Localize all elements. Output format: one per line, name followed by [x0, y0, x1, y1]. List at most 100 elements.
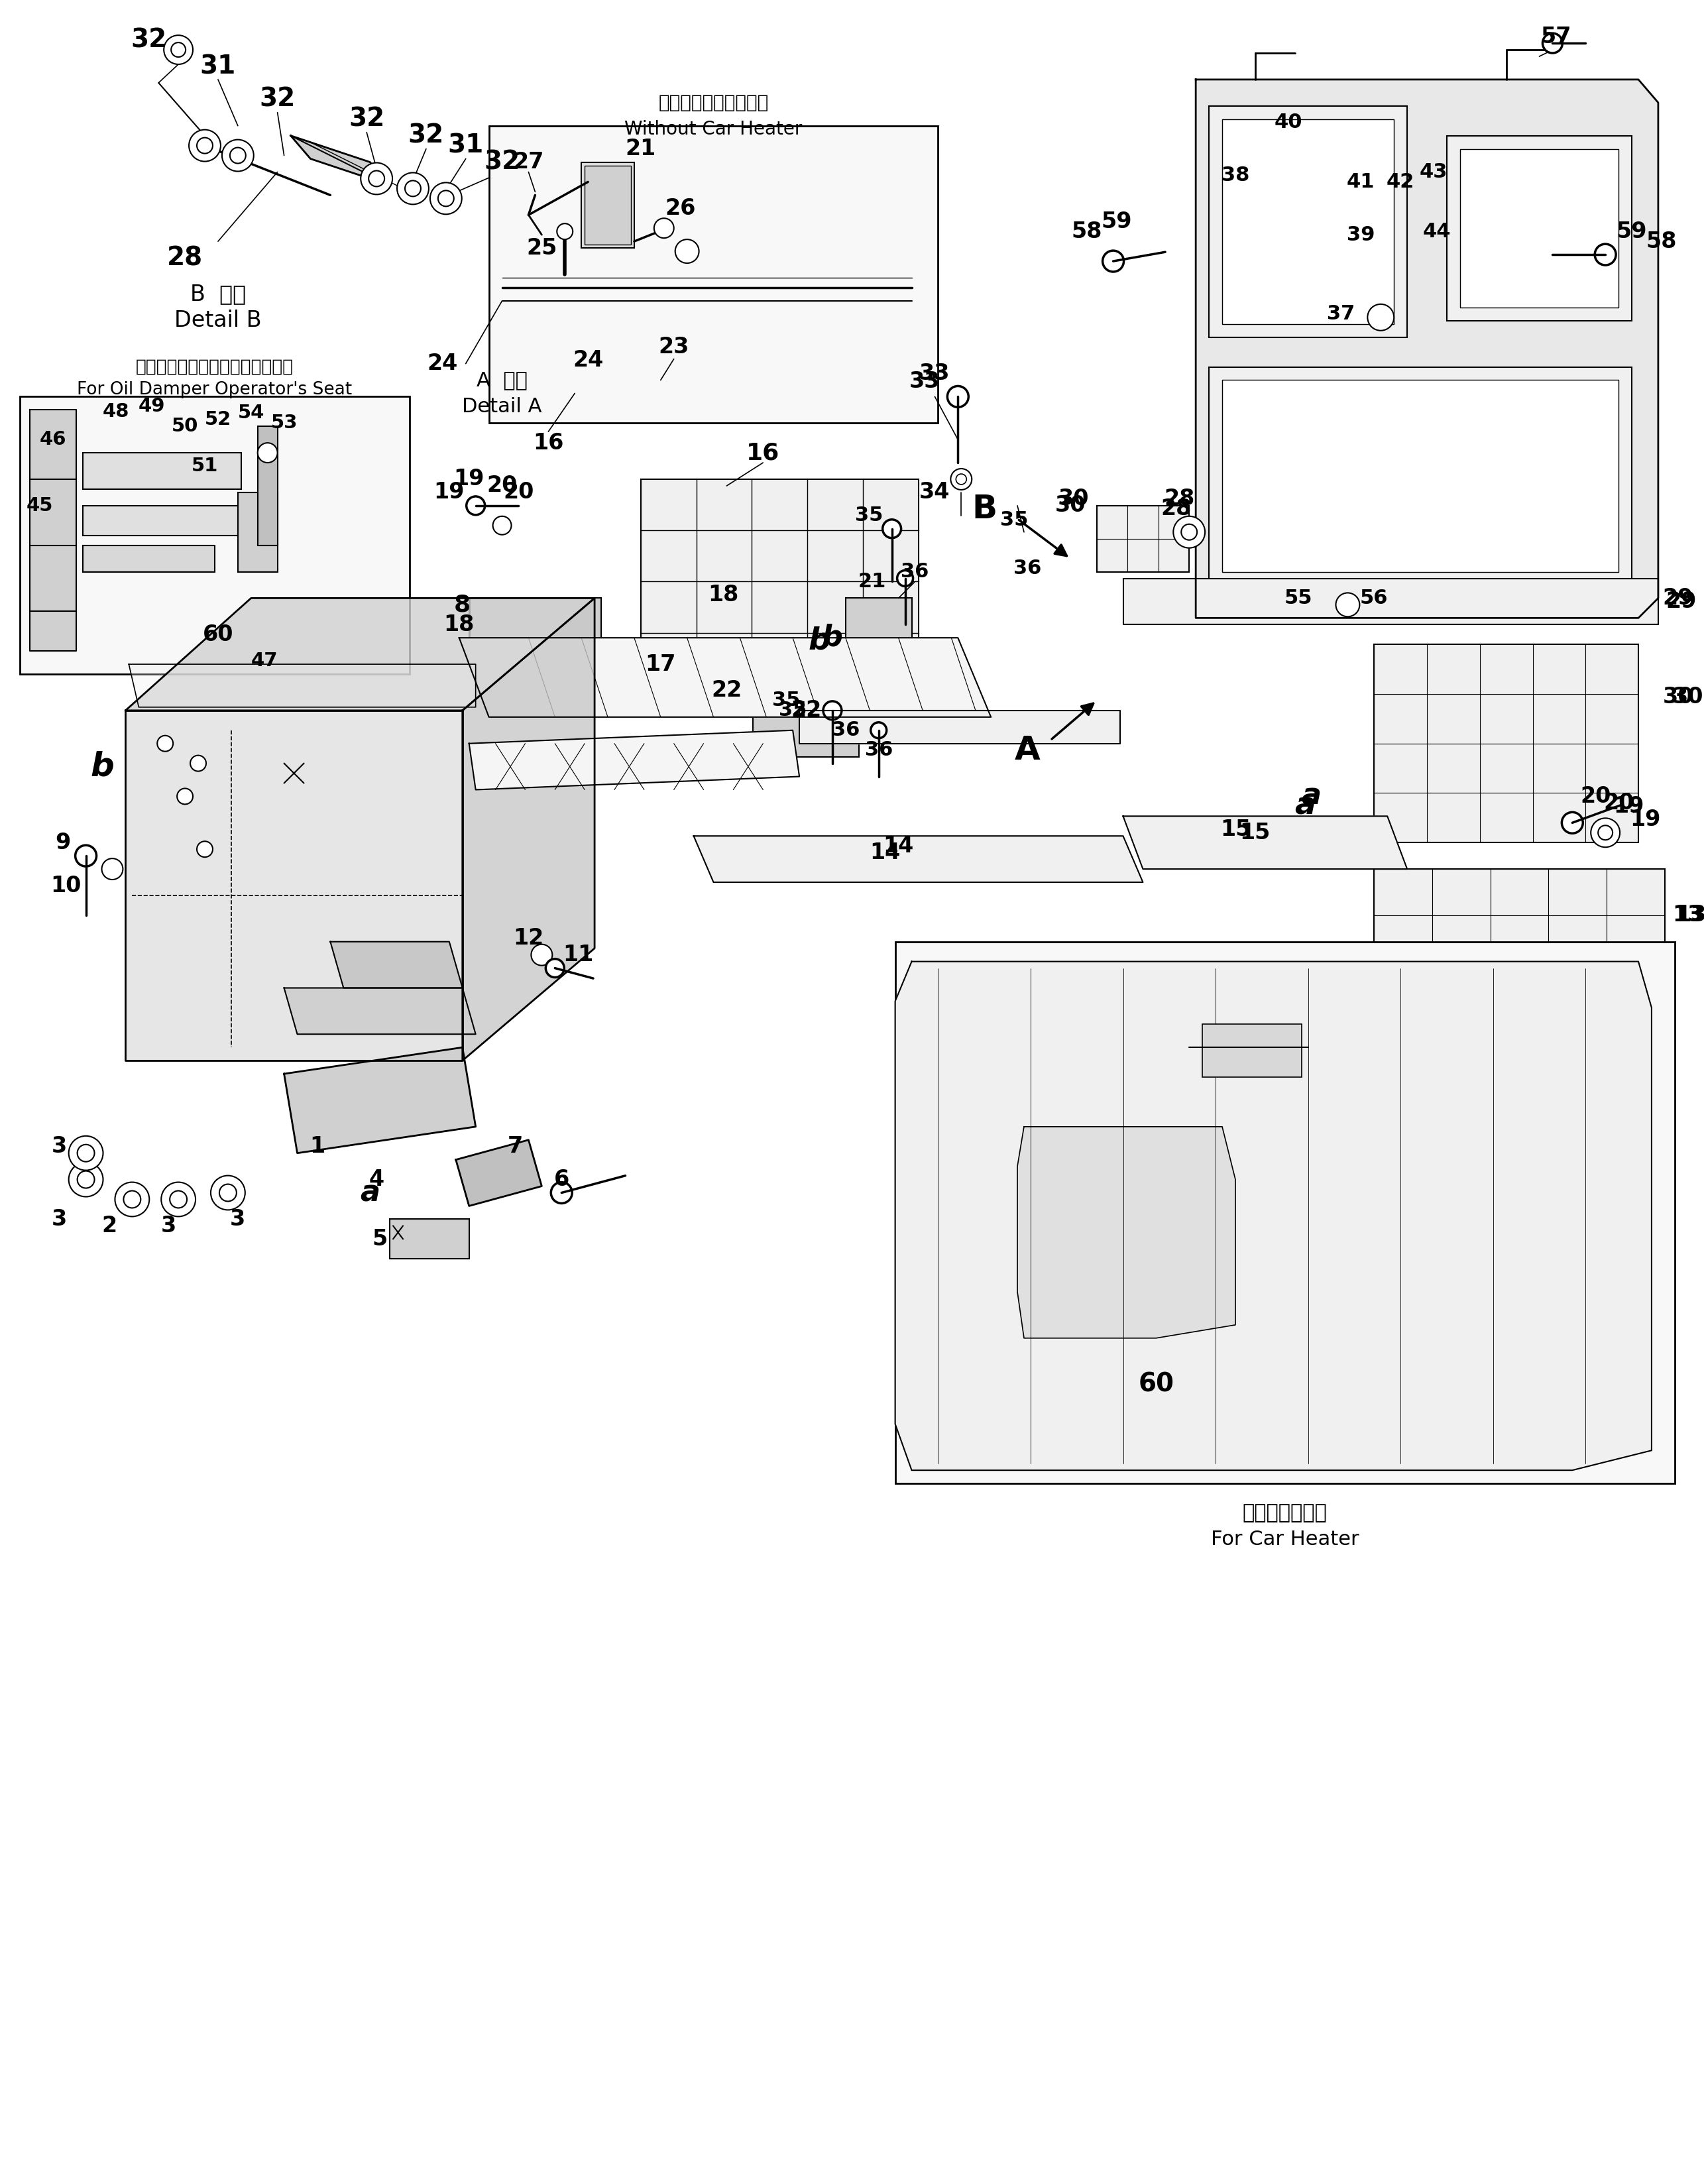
- Circle shape: [77, 1171, 94, 1188]
- Circle shape: [157, 736, 174, 751]
- Text: 22: 22: [711, 679, 741, 701]
- Text: 32: 32: [259, 87, 295, 111]
- Text: 47: 47: [250, 651, 278, 670]
- Polygon shape: [895, 961, 1651, 1470]
- Polygon shape: [29, 411, 77, 651]
- Text: 58: 58: [1072, 221, 1102, 242]
- Circle shape: [545, 959, 564, 978]
- Text: 35: 35: [855, 507, 883, 524]
- Circle shape: [883, 520, 901, 537]
- Bar: [1373, 869, 1665, 1055]
- Circle shape: [230, 149, 245, 164]
- Polygon shape: [458, 638, 992, 716]
- Bar: [753, 703, 859, 756]
- Text: 9: 9: [55, 832, 70, 854]
- Text: Detail B: Detail B: [174, 310, 262, 332]
- Text: 57: 57: [1540, 26, 1571, 48]
- Text: 20: 20: [1603, 793, 1634, 815]
- Text: a: a: [360, 1179, 380, 1208]
- Bar: [469, 598, 602, 657]
- Text: カーヒーター用: カーヒーター用: [1242, 1503, 1327, 1522]
- Text: 45: 45: [26, 496, 53, 515]
- Text: 59: 59: [1101, 210, 1131, 232]
- Text: 34: 34: [920, 480, 951, 502]
- Text: 43: 43: [1419, 162, 1448, 181]
- Text: 15: 15: [1241, 821, 1271, 843]
- Text: 18: 18: [443, 614, 474, 636]
- Text: Detail A: Detail A: [462, 397, 542, 417]
- Text: 3: 3: [160, 1214, 176, 1236]
- Text: Without Car Heater: Without Car Heater: [625, 120, 803, 138]
- Text: 7: 7: [508, 1136, 523, 1158]
- Polygon shape: [1196, 79, 1658, 618]
- Text: 35: 35: [772, 690, 801, 710]
- Circle shape: [177, 788, 193, 804]
- Text: 35: 35: [779, 701, 806, 721]
- Text: 16: 16: [746, 441, 780, 463]
- Text: B: B: [971, 494, 997, 524]
- Polygon shape: [130, 664, 475, 708]
- Text: 16: 16: [533, 432, 564, 454]
- Circle shape: [189, 129, 220, 162]
- Text: 54: 54: [237, 404, 264, 422]
- Bar: [845, 598, 912, 651]
- Circle shape: [220, 1184, 237, 1201]
- Text: 20: 20: [487, 474, 518, 496]
- Bar: [1203, 1024, 1302, 1077]
- Text: 24: 24: [573, 349, 603, 371]
- Bar: [1222, 380, 1619, 572]
- Circle shape: [77, 1144, 94, 1162]
- Circle shape: [429, 183, 462, 214]
- Text: 50: 50: [172, 417, 198, 435]
- Polygon shape: [126, 710, 462, 1061]
- Text: 36: 36: [832, 721, 859, 740]
- Bar: [82, 452, 242, 489]
- Text: 29: 29: [1663, 587, 1694, 609]
- Circle shape: [557, 223, 573, 240]
- Circle shape: [1592, 819, 1621, 847]
- Text: 20: 20: [503, 480, 533, 502]
- Text: オイルダンパオペレータシート用: オイルダンパオペレータシート用: [136, 358, 293, 376]
- Text: 22: 22: [791, 699, 821, 721]
- Polygon shape: [291, 135, 390, 186]
- Text: 27: 27: [513, 151, 544, 173]
- Circle shape: [123, 1190, 141, 1208]
- Text: 36: 36: [1014, 559, 1041, 579]
- Text: 28: 28: [1164, 487, 1195, 511]
- Text: 32: 32: [349, 107, 385, 131]
- Text: 60: 60: [1138, 1372, 1174, 1398]
- Text: For Car Heater: For Car Heater: [1212, 1531, 1360, 1548]
- Text: 24: 24: [428, 352, 458, 373]
- Text: 46: 46: [39, 430, 66, 450]
- Text: 12: 12: [513, 928, 544, 950]
- Polygon shape: [469, 729, 799, 791]
- Text: 32: 32: [409, 122, 445, 149]
- Circle shape: [1542, 33, 1563, 52]
- Text: 48: 48: [102, 402, 130, 422]
- Circle shape: [1595, 245, 1615, 264]
- Circle shape: [170, 41, 186, 57]
- Circle shape: [198, 138, 213, 153]
- Circle shape: [75, 845, 97, 867]
- Bar: [895, 941, 1675, 1483]
- Circle shape: [956, 474, 966, 485]
- Text: 40: 40: [1275, 114, 1302, 131]
- Circle shape: [492, 515, 511, 535]
- Text: 15: 15: [1220, 819, 1251, 841]
- Text: 6: 6: [554, 1168, 569, 1190]
- Bar: [257, 426, 278, 546]
- Text: 56: 56: [1360, 587, 1389, 607]
- Text: For Oil Damper Operator's Seat: For Oil Damper Operator's Seat: [77, 382, 353, 400]
- Circle shape: [823, 701, 842, 721]
- Polygon shape: [1123, 579, 1658, 625]
- Circle shape: [397, 173, 429, 205]
- Circle shape: [68, 1136, 102, 1171]
- Text: 49: 49: [138, 397, 165, 415]
- Text: 38: 38: [1222, 166, 1249, 186]
- Polygon shape: [285, 1048, 475, 1153]
- Text: 4: 4: [368, 1168, 383, 1190]
- Bar: [584, 166, 630, 245]
- Text: 3: 3: [51, 1136, 66, 1158]
- Text: 13: 13: [1673, 904, 1704, 926]
- Circle shape: [368, 170, 385, 186]
